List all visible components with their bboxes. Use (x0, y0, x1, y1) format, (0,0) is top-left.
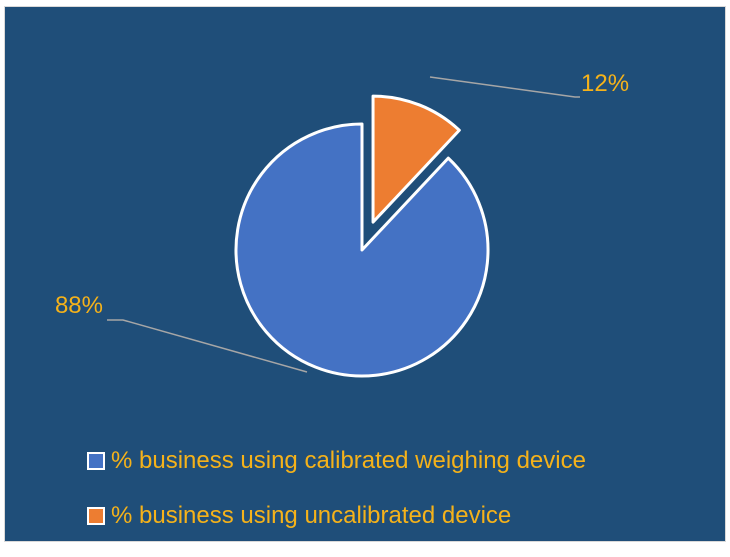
data-label-uncalibrated: 12% (581, 70, 629, 97)
legend-swatch-uncalibrated (87, 507, 105, 525)
leader-line-uncalibrated (429, 76, 580, 98)
legend-item-calibrated: % business using calibrated weighing dev… (87, 447, 586, 475)
legend-label-calibrated: % business using calibrated weighing dev… (111, 447, 586, 474)
pie-slice-calibrated (234, 122, 490, 378)
leader-lines (107, 76, 580, 373)
chart-area: 88% 12% % business using calibrated weig… (4, 6, 726, 542)
leader-line-calibrated (107, 319, 308, 373)
pie-slices (234, 94, 490, 378)
pie-slice-uncalibrated (371, 94, 461, 224)
data-label-calibrated: 88% (55, 292, 103, 319)
legend: % business using calibrated weighing dev… (87, 447, 586, 557)
pie-chart: 88% 12% (55, 70, 629, 378)
legend-label-uncalibrated: % business using uncalibrated device (111, 502, 512, 529)
legend-swatch-calibrated (87, 452, 105, 470)
legend-item-uncalibrated: % business using uncalibrated device (87, 502, 586, 530)
